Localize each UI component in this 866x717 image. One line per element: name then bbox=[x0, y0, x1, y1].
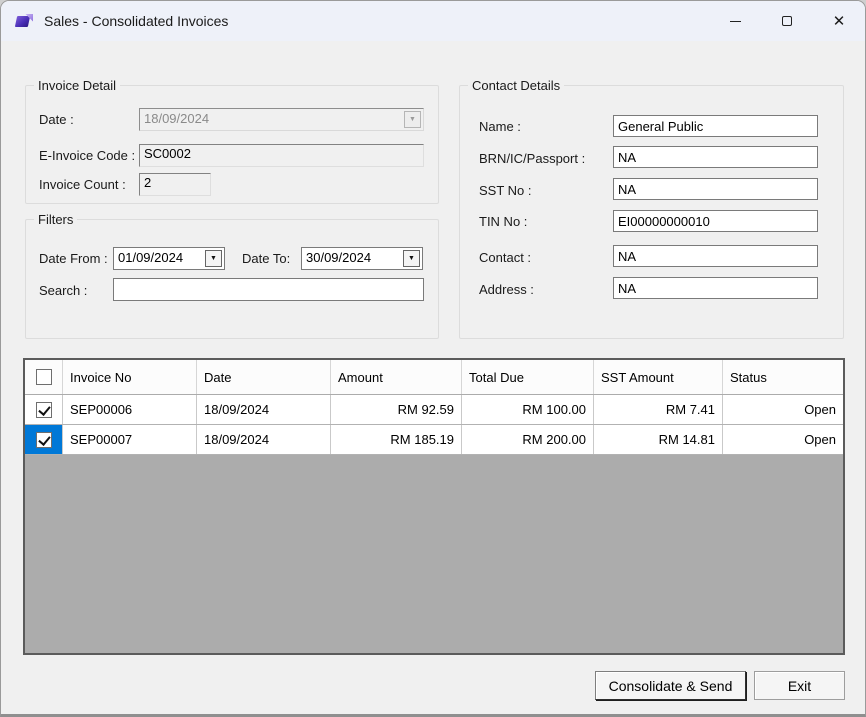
exit-button[interactable]: Exit bbox=[754, 671, 845, 700]
close-icon: ✕ bbox=[832, 12, 846, 30]
einvoice-code-label: E-Invoice Code : bbox=[39, 148, 136, 163]
column-header-status[interactable]: Status bbox=[730, 369, 767, 385]
window-controls: ✕ bbox=[709, 1, 865, 41]
sst-no-label: SST No : bbox=[479, 183, 532, 198]
row-2-sst-amount[interactable]: RM 14.81 bbox=[594, 425, 723, 454]
chevron-down-icon: ▼ bbox=[408, 255, 415, 262]
grid-empty-area bbox=[25, 455, 843, 653]
search-label: Search : bbox=[39, 283, 88, 298]
row-1-status[interactable]: Open bbox=[804, 402, 836, 417]
row-1-checkbox[interactable] bbox=[35, 401, 52, 418]
brn-label: BRN/IC/Passport : bbox=[479, 151, 586, 166]
invoice-detail-group: Invoice Detail bbox=[25, 78, 439, 204]
close-button[interactable]: ✕ bbox=[813, 1, 865, 41]
date-to-combobox[interactable]: 30/09/2024 ▼ bbox=[301, 247, 423, 270]
invoice-date-combobox: 18/09/2024 ▼ bbox=[139, 108, 424, 131]
tin-no-field[interactable] bbox=[613, 210, 818, 232]
consolidate-send-button[interactable]: Consolidate & Send bbox=[595, 671, 746, 700]
date-from-label: Date From : bbox=[39, 251, 108, 266]
date-from-value: 01/09/2024 bbox=[118, 250, 184, 265]
date-to-dropdown-button[interactable]: ▼ bbox=[403, 250, 420, 267]
grid-row-1[interactable]: SEP00006 18/09/2024 RM 92.59 RM 100.00 R… bbox=[25, 395, 843, 425]
brn-field[interactable] bbox=[613, 146, 818, 168]
titlebar: Sales - Consolidated Invoices ✕ bbox=[1, 1, 865, 41]
date-from-dropdown-button[interactable]: ▼ bbox=[205, 250, 222, 267]
search-input[interactable] bbox=[113, 278, 424, 301]
row-1-date[interactable]: 18/09/2024 bbox=[197, 395, 331, 424]
contact-label: Contact : bbox=[479, 250, 532, 265]
invoice-date-dropdown-button: ▼ bbox=[404, 111, 421, 128]
address-field[interactable] bbox=[613, 277, 818, 299]
tin-no-label: TIN No : bbox=[479, 214, 528, 229]
maximize-icon bbox=[782, 16, 792, 26]
invoice-count-label: Invoice Count : bbox=[39, 177, 126, 192]
filters-legend: Filters bbox=[34, 212, 78, 227]
column-header-sst-amount[interactable]: SST Amount bbox=[594, 360, 723, 394]
row-1-checkbox-cell[interactable] bbox=[25, 395, 63, 424]
chevron-down-icon: ▼ bbox=[210, 255, 217, 262]
row-2-checkbox[interactable] bbox=[35, 431, 52, 448]
invoice-grid: Invoice No Date Amount Total Due SST Amo… bbox=[23, 358, 845, 655]
row-2-status[interactable]: Open bbox=[804, 432, 836, 447]
row-2-checkbox-cell[interactable] bbox=[25, 425, 63, 454]
einvoice-code-field[interactable]: SC0002 bbox=[139, 144, 424, 167]
grid-row-2[interactable]: SEP00007 18/09/2024 RM 185.19 RM 200.00 … bbox=[25, 425, 843, 455]
row-2-date[interactable]: 18/09/2024 bbox=[197, 425, 331, 454]
name-label: Name : bbox=[479, 119, 521, 134]
contact-field[interactable] bbox=[613, 245, 818, 267]
date-from-combobox[interactable]: 01/09/2024 ▼ bbox=[113, 247, 225, 270]
date-label: Date : bbox=[39, 112, 74, 127]
column-header-date[interactable]: Date bbox=[197, 360, 331, 394]
chevron-down-icon: ▼ bbox=[409, 116, 416, 123]
sst-no-field[interactable] bbox=[613, 178, 818, 200]
invoice-count-field[interactable]: 2 bbox=[139, 173, 211, 196]
row-1-amount[interactable]: RM 92.59 bbox=[331, 395, 462, 424]
name-field[interactable] bbox=[613, 115, 818, 137]
select-all-checkbox[interactable] bbox=[35, 369, 52, 385]
row-1-sst-amount[interactable]: RM 7.41 bbox=[594, 395, 723, 424]
column-header-total-due[interactable]: Total Due bbox=[462, 360, 594, 394]
row-1-invoice-no[interactable]: SEP00006 bbox=[63, 395, 197, 424]
date-to-value: 30/09/2024 bbox=[306, 250, 372, 265]
contact-details-group: Contact Details bbox=[459, 78, 844, 339]
column-header-amount[interactable]: Amount bbox=[331, 360, 462, 394]
select-all-checkbox-cell[interactable] bbox=[25, 360, 63, 394]
column-header-invoice-no[interactable]: Invoice No bbox=[63, 360, 197, 394]
contact-details-legend: Contact Details bbox=[468, 78, 565, 93]
app-icon bbox=[14, 13, 33, 29]
row-2-invoice-no[interactable]: SEP00007 bbox=[63, 425, 197, 454]
address-label: Address : bbox=[479, 282, 534, 297]
maximize-button[interactable] bbox=[761, 1, 813, 41]
minimize-button[interactable] bbox=[709, 1, 761, 41]
filters-group: Filters bbox=[25, 212, 439, 339]
grid-header-row: Invoice No Date Amount Total Due SST Amo… bbox=[25, 360, 843, 395]
invoice-date-value: 18/09/2024 bbox=[144, 111, 210, 126]
invoice-detail-legend: Invoice Detail bbox=[34, 78, 121, 93]
row-2-amount[interactable]: RM 185.19 bbox=[331, 425, 462, 454]
date-to-label: Date To: bbox=[242, 251, 291, 266]
row-1-total-due[interactable]: RM 100.00 bbox=[462, 395, 594, 424]
window-title: Sales - Consolidated Invoices bbox=[44, 13, 229, 29]
row-2-total-due[interactable]: RM 200.00 bbox=[462, 425, 594, 454]
minimize-icon bbox=[729, 20, 741, 22]
